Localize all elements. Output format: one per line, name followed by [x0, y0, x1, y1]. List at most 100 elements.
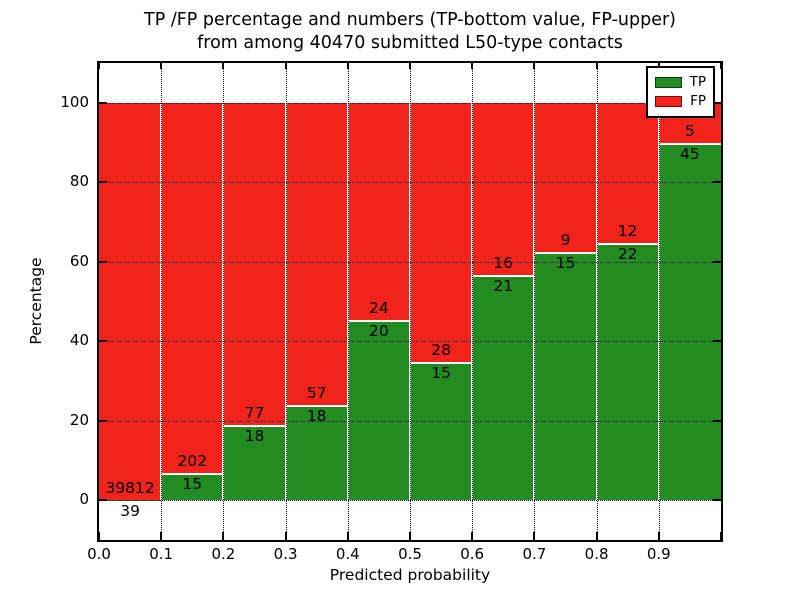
gridline-vertical	[223, 63, 225, 540]
bar-tp-count-label: 45	[680, 144, 700, 163]
x-tick-label: 0.4	[335, 545, 360, 563]
bar-tp-count-label: 15	[431, 363, 451, 382]
x-tick-mark-top	[346, 63, 349, 69]
bar-fp-count-label: 16	[493, 253, 514, 272]
x-tick-mark-bottom	[720, 532, 722, 540]
y-tick-mark-left	[99, 499, 107, 502]
legend: TP FP	[646, 66, 715, 118]
bar-tp-count-label: 15	[182, 474, 203, 493]
bar-fp-count-label: 77	[244, 403, 265, 422]
bar-tp-count-label: 18	[306, 406, 327, 425]
bar-fp-segment	[534, 102, 597, 252]
bar-fp-count-label: 28	[431, 340, 451, 359]
bar-tp-count-label: 20	[369, 321, 389, 340]
x-tick-mark-bottom	[98, 532, 100, 540]
y-tick-mark-left	[99, 340, 107, 343]
y-tick-label: 40	[69, 331, 89, 350]
x-tick-mark-bottom	[657, 532, 660, 540]
x-tick-mark-bottom	[284, 532, 287, 540]
bar-fp-segment	[99, 102, 162, 500]
y-tick-label: 0	[79, 490, 89, 509]
gridline-vertical	[658, 63, 660, 540]
y-tick-mark-right	[713, 101, 721, 104]
bar-fp-segment	[410, 102, 473, 362]
bar-tp-segment	[472, 274, 535, 501]
gridline-vertical	[534, 63, 536, 540]
legend-label-fp: FP	[690, 93, 706, 109]
x-tick-mark-top	[471, 63, 474, 69]
bar-fp-count-label: 5	[684, 121, 695, 140]
gridline-vertical	[285, 63, 287, 540]
y-tick-label: 100	[60, 92, 89, 111]
gridline-vertical	[472, 63, 474, 540]
bar-fp-segment	[596, 102, 659, 244]
bar-fp-count-label: 12	[617, 222, 638, 241]
x-tick-mark-bottom	[346, 532, 349, 540]
x-tick-mark-top	[409, 63, 411, 69]
y-tick-mark-right	[713, 260, 721, 263]
bar-tp-segment	[596, 243, 659, 501]
gridline-horizontal	[99, 500, 721, 502]
legend-swatch-0	[655, 77, 682, 88]
y-tick-mark-left	[99, 419, 107, 422]
bar-tp-count-label: 22	[617, 245, 638, 264]
bar-fp-segment	[161, 102, 224, 473]
gridline-horizontal	[99, 420, 721, 422]
legend-label-tp: TP	[689, 74, 706, 90]
y-tick-label: 60	[69, 251, 89, 270]
x-tick-label: 0.3	[273, 545, 298, 563]
gridline-horizontal	[99, 102, 721, 104]
gridline-horizontal	[99, 341, 721, 343]
bar-tp-count-label: 15	[555, 253, 576, 272]
x-axis-title: Predicted probability	[329, 566, 491, 584]
chart-title-line1: TP /FP percentage and numbers (TP-bottom…	[144, 10, 676, 30]
bar-fp-segment	[472, 102, 535, 275]
bar-fp-segment	[285, 102, 348, 405]
bar-tp-segment	[658, 142, 721, 501]
chart-title-line2: from among 40470 submitted L50-type cont…	[197, 33, 623, 53]
gridline-vertical	[161, 63, 163, 540]
bar-tp-segment	[285, 404, 348, 501]
y-tick-mark-left	[99, 181, 107, 184]
x-tick-label: 0.2	[211, 545, 236, 563]
y-tick-mark-right	[713, 340, 721, 343]
bar-fp-segment	[347, 102, 410, 320]
gridline-vertical	[410, 63, 411, 540]
legend-item-fp: FP	[655, 92, 706, 111]
x-tick-mark-top	[284, 63, 287, 69]
bar-tp-segment	[223, 424, 286, 501]
x-tick-mark-bottom	[160, 532, 163, 540]
x-tick-mark-top	[222, 63, 225, 69]
y-tick-mark-right	[713, 181, 721, 184]
bar-tp-segment	[347, 319, 410, 501]
x-tick-label: 0.7	[522, 545, 547, 563]
gridline-vertical	[347, 63, 349, 540]
bar-fp-count-label: 57	[306, 383, 327, 402]
bar-fp-count-label: 9	[560, 230, 571, 249]
x-tick-mark-bottom	[409, 532, 411, 540]
x-tick-mark-bottom	[471, 532, 474, 540]
gridline-vertical	[596, 63, 598, 540]
x-tick-mark-bottom	[595, 532, 598, 540]
y-tick-mark-right	[713, 499, 721, 502]
bar-fp-count-label: 24	[369, 298, 389, 317]
legend-swatch-1	[655, 96, 683, 107]
gridline-horizontal	[99, 182, 721, 184]
gridline-horizontal	[99, 261, 721, 263]
x-tick-mark-top	[160, 63, 163, 69]
bar-tp-segment	[410, 361, 473, 501]
bar-fp-count-label: 39812	[105, 478, 155, 497]
x-tick-mark-top	[595, 63, 598, 69]
bar-tp-count-label: 18	[244, 426, 265, 445]
bar-fp-count-label: 202	[177, 451, 208, 470]
chart-title: TP /FP percentage and numbers (TP-bottom…	[99, 9, 721, 55]
x-tick-label: 0.6	[460, 545, 485, 563]
x-tick-label: 0.0	[87, 545, 111, 563]
bar-tp-count-label: 39	[120, 501, 140, 520]
bar-tp-count-label: 21	[493, 276, 514, 295]
x-tick-mark-top	[533, 63, 536, 69]
plot-area: TP FP 39812 39 202 15 77 18 57 18 24 20 28 15 16 21 9 1…	[97, 61, 723, 542]
y-tick-mark-right	[713, 419, 721, 422]
x-tick-label: 0.9	[646, 545, 671, 563]
legend-item-tp: TP	[655, 73, 706, 92]
